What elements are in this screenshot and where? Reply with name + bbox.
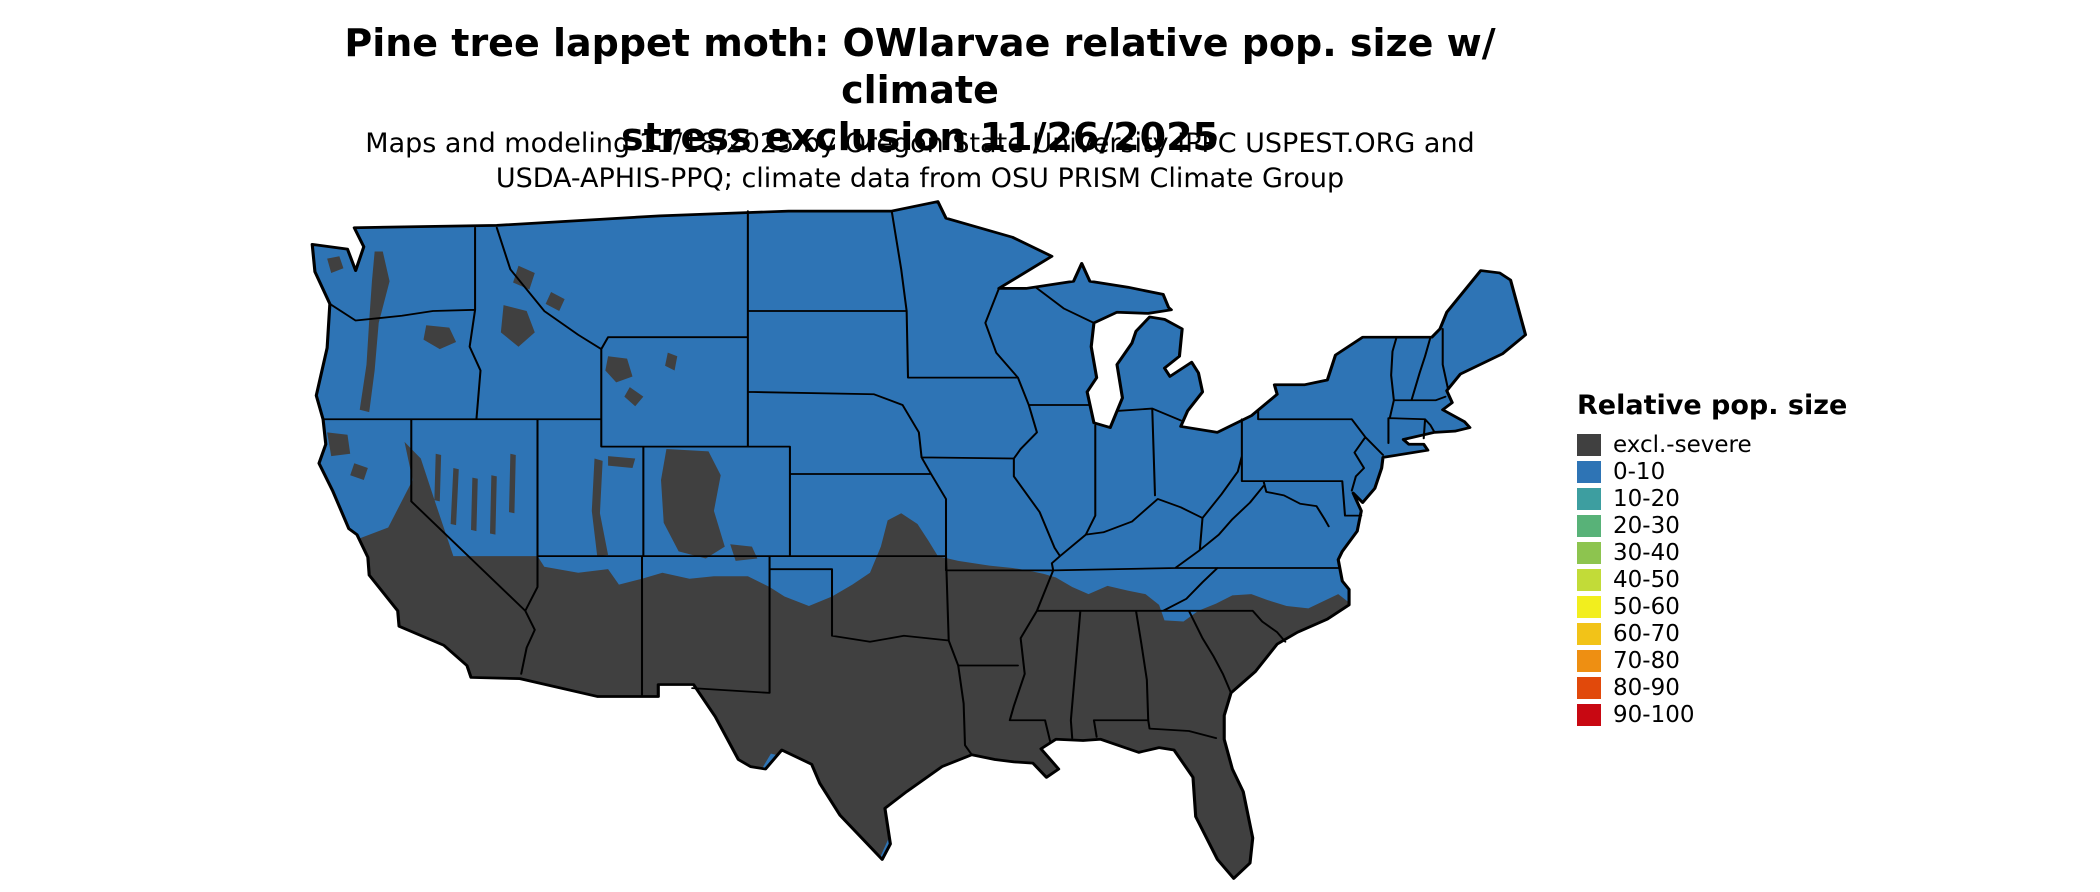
legend-row: 80-90 xyxy=(1577,674,1847,701)
legend-swatch xyxy=(1577,703,1601,726)
legend-row: excl.-severe xyxy=(1577,431,1847,458)
legend-row: 30-40 xyxy=(1577,539,1847,566)
legend-swatch xyxy=(1577,568,1601,591)
legend-label: 40-50 xyxy=(1613,566,1680,593)
legend-label: 70-80 xyxy=(1613,647,1680,674)
legend-label: 10-20 xyxy=(1613,485,1680,512)
legend-label: 80-90 xyxy=(1613,674,1680,701)
legend-row: 20-30 xyxy=(1577,512,1847,539)
legend-swatch xyxy=(1577,541,1601,564)
legend-row: 40-50 xyxy=(1577,566,1847,593)
legend-title: Relative pop. size xyxy=(1577,390,1848,421)
legend-swatch xyxy=(1577,595,1601,618)
legend-row: 50-60 xyxy=(1577,593,1847,620)
legend-swatch xyxy=(1577,487,1601,510)
legend-label: excl.-severe xyxy=(1613,431,1752,458)
us-map xyxy=(310,200,1528,881)
subtitle-line-1: Maps and modeling 11/18/2025 by Oregon S… xyxy=(365,128,1475,159)
title-line-1: Pine tree lappet moth: OWlarvae relative… xyxy=(344,21,1496,112)
title-line-2: stress exclusion 11/26/2025 xyxy=(621,115,1219,159)
map-excluded-region xyxy=(327,251,1373,879)
subtitle-line-2: USDA-APHIS-PPQ; climate data from OSU PR… xyxy=(495,163,1345,194)
legend-row: 10-20 xyxy=(1577,485,1847,512)
page-title: Pine tree lappet moth: OWlarvae relative… xyxy=(320,20,1520,161)
legend-label: 30-40 xyxy=(1613,539,1680,566)
state-borders xyxy=(322,210,1450,756)
legend-swatch xyxy=(1577,514,1601,537)
legend-swatch xyxy=(1577,433,1601,456)
legend-items: excl.-severe 0-10 10-20 20-30 30-40 40-50 50-6… xyxy=(1577,431,1847,728)
legend-label: 60-70 xyxy=(1613,620,1680,647)
legend: Relative pop. size excl.-severe 0-10 10-20… xyxy=(1577,390,1847,728)
legend-label: 50-60 xyxy=(1613,593,1680,620)
legend-label: 90-100 xyxy=(1613,701,1695,728)
legend-label: 20-30 xyxy=(1613,512,1680,539)
legend-swatch xyxy=(1577,649,1601,672)
page-subtitle: Maps and modeling 11/18/2025 by Oregon S… xyxy=(320,126,1520,196)
legend-row: 0-10 xyxy=(1577,458,1847,485)
legend-swatch xyxy=(1577,460,1601,483)
legend-swatch xyxy=(1577,622,1601,645)
legend-row: 60-70 xyxy=(1577,620,1847,647)
legend-swatch xyxy=(1577,676,1601,699)
legend-row: 90-100 xyxy=(1577,701,1847,728)
legend-label: 0-10 xyxy=(1613,458,1666,485)
legend-row: 70-80 xyxy=(1577,647,1847,674)
